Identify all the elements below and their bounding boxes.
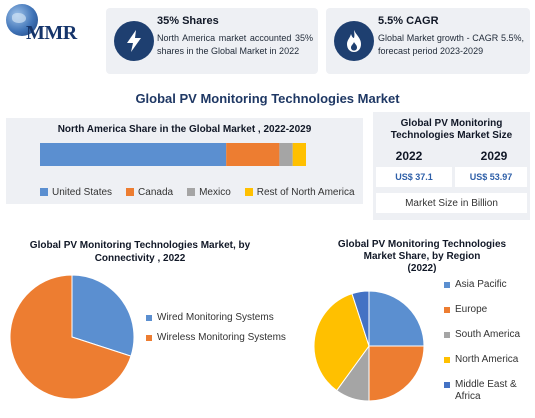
legend-swatch <box>40 188 48 196</box>
legend-swatch <box>444 332 450 338</box>
legend-swatch <box>244 188 253 196</box>
kpi-title: 5.5% CAGR <box>378 15 439 27</box>
globe-icon <box>6 4 38 36</box>
legend-label: Mexico <box>199 186 231 198</box>
pie-slice-3 <box>313 293 370 392</box>
market-size-panel: Global PV Monitoring Technologies Market… <box>373 112 530 220</box>
market-size-title: Global PV Monitoring Technologies Market… <box>390 118 513 141</box>
bar-segment-0 <box>40 143 227 166</box>
market-value: US$ 53.97 <box>455 167 527 187</box>
legend-swatch <box>444 307 450 313</box>
lightning-icon <box>114 21 154 61</box>
page-title: Global PV Monitoring Technologies Market <box>135 91 400 106</box>
legend-item: Canada <box>126 187 173 198</box>
bar-segment-1 <box>226 143 280 166</box>
region-chart-title: Global PV Monitoring Technologies Market… <box>322 239 522 275</box>
kpi-body: Global Market growth - CAGR 5.5%, foreca… <box>378 33 524 56</box>
connectivity-pie-chart <box>9 274 135 400</box>
legend-item: United States <box>40 187 112 198</box>
legend-label: Wired Monitoring Systems <box>157 312 274 323</box>
pie-slice-0 <box>71 274 135 357</box>
legend-item: Wired Monitoring Systems <box>146 312 286 324</box>
legend-label: Wireless Monitoring Systems <box>157 332 286 343</box>
legend-item: Europe <box>444 304 534 329</box>
legend-label: Europe <box>455 304 488 315</box>
legend-item: North America <box>444 354 534 379</box>
brand-logo: MMR <box>6 4 101 48</box>
legend-swatch <box>146 335 152 341</box>
legend-label: Middle East & Africa <box>455 379 517 402</box>
kpi-title: 35% Shares <box>157 15 219 27</box>
legend-item: Rest of North America <box>244 186 355 198</box>
legend-item: Mexico <box>187 187 231 198</box>
legend-swatch <box>187 188 196 196</box>
connectivity-chart-title: Global PV Monitoring Technologies Market… <box>29 240 251 264</box>
stacked-bar-chart <box>40 143 306 166</box>
year-label: 2022 <box>395 149 423 163</box>
legend-item: Middle East & Africa <box>444 379 534 404</box>
bar-segment-3 <box>292 143 306 166</box>
logo-text: MMR <box>26 22 77 44</box>
legend-label: Asia Pacific <box>455 279 507 290</box>
region-pie-chart <box>313 290 425 402</box>
legend-swatch <box>444 357 450 363</box>
region-legend: Asia Pacific Europe South America North … <box>444 279 534 404</box>
legend-label: Rest of North America <box>256 186 355 198</box>
legend-label: North America <box>455 354 519 365</box>
legend-item: Wireless Monitoring Systems <box>146 332 286 344</box>
legend-label: South America <box>455 329 521 340</box>
region-chart-subtitle: (2022) <box>407 263 437 274</box>
pie-slice-1 <box>9 274 132 400</box>
legend-label: United States <box>52 186 113 198</box>
legend-label: Canada <box>138 186 174 198</box>
market-size-unit: Market Size in Billion <box>376 193 527 213</box>
legend-item: South America <box>444 329 534 354</box>
chart-title: North America Share in the Global Market… <box>57 124 312 135</box>
legend-swatch <box>126 188 135 196</box>
pie-slice-0 <box>368 290 425 347</box>
legend-swatch <box>444 282 450 288</box>
flame-icon <box>334 21 374 61</box>
pie-slice-1 <box>368 345 425 402</box>
bar-segment-2 <box>279 143 293 166</box>
kpi-card-shares: 35% Shares North America market accounte… <box>106 8 318 74</box>
connectivity-legend: Wired Monitoring Systems Wireless Monito… <box>146 312 286 352</box>
legend-swatch <box>444 382 450 388</box>
legend-item: Asia Pacific <box>444 279 534 304</box>
year-label: 2029 <box>480 149 508 163</box>
kpi-body: North America market accounted 35% share… <box>157 33 313 56</box>
region-chart-title-text: Global PV Monitoring Technologies Market… <box>337 239 507 262</box>
north-america-share-panel: North America Share in the Global Market… <box>6 118 363 204</box>
chart-legend: United States Canada Mexico Rest of Nort… <box>40 186 369 198</box>
legend-swatch <box>146 315 152 321</box>
pie-slice-4 <box>351 290 370 347</box>
kpi-card-cagr: 5.5% CAGR Global Market growth - CAGR 5.… <box>326 8 530 74</box>
market-value: US$ 37.1 <box>376 167 452 187</box>
